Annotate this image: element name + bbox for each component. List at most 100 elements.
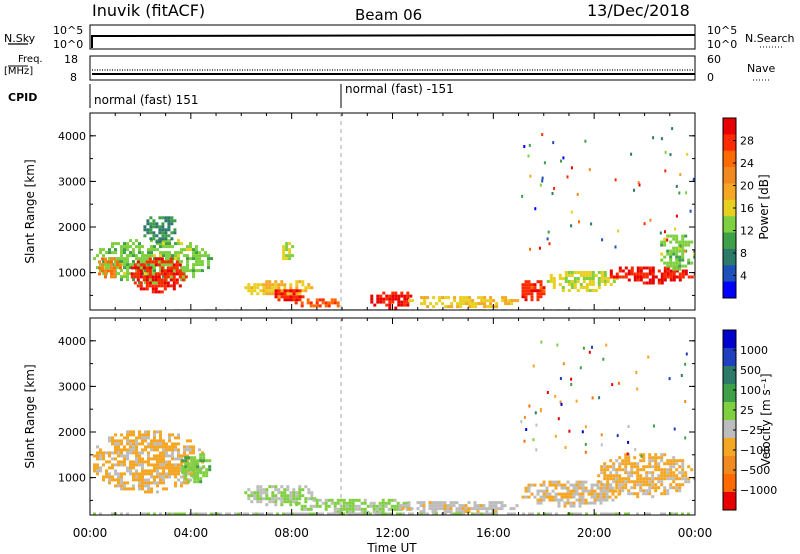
power-cell	[406, 291, 410, 295]
velocity-cell	[120, 433, 123, 437]
velocity-cell	[606, 465, 610, 469]
velocity-colorbar-frame	[722, 329, 737, 511]
velocity-cell	[593, 495, 597, 499]
velocity-cell	[354, 512, 357, 515]
velocity-cell	[461, 504, 465, 508]
velocity-cell	[165, 448, 168, 452]
power-cell	[615, 275, 619, 279]
velocity-cell	[354, 504, 358, 508]
velocity-cell	[105, 475, 108, 479]
power-cell	[453, 299, 457, 303]
velocity-cell	[202, 453, 206, 457]
velocity-cell	[186, 445, 189, 449]
velocity-cell	[432, 512, 435, 515]
power-cell	[501, 296, 505, 300]
velocity-cell	[434, 507, 438, 511]
velocity-cell	[144, 436, 147, 440]
power-cell	[129, 254, 132, 258]
velocity-cell	[135, 475, 138, 479]
power-cell	[567, 280, 571, 283]
velocity-cell	[168, 445, 171, 449]
power-cell	[675, 258, 679, 262]
power-cell	[660, 281, 664, 285]
velocity-cell	[159, 451, 162, 455]
velocity-cell	[669, 486, 673, 490]
power-cell	[164, 231, 168, 235]
power-cell	[420, 302, 424, 306]
velocity-cell	[159, 460, 162, 464]
velocity-scatter-point	[559, 400, 562, 404]
velocity-cell	[268, 500, 272, 504]
velocity-cell	[464, 504, 468, 508]
velocity-cell	[393, 507, 397, 511]
power-cell	[483, 305, 487, 309]
velocity-cell	[274, 488, 278, 492]
power-cell	[177, 242, 180, 246]
velocity-cell	[93, 512, 96, 515]
power-cell	[636, 266, 640, 270]
velocity-cell	[108, 475, 111, 479]
velocity-cell	[153, 475, 156, 479]
velocity-cell	[624, 462, 628, 466]
power-cell	[687, 275, 691, 279]
velocity-colorbar-tick-label: 500	[740, 364, 761, 377]
velocity-cell	[363, 501, 367, 505]
power-cell	[639, 275, 643, 279]
time-tick-label: 16:00	[476, 526, 511, 540]
velocity-cell	[159, 512, 162, 515]
power-cell	[403, 297, 407, 301]
velocity-cell	[162, 442, 165, 446]
power-cell	[295, 292, 299, 296]
power-cell	[678, 261, 682, 265]
power-cell	[135, 257, 138, 261]
velocity-cell	[342, 512, 345, 515]
power-cell	[576, 271, 580, 274]
power-cell	[306, 298, 310, 302]
velocity-cell	[474, 512, 477, 515]
velocity-cell	[657, 474, 661, 478]
power-cell	[159, 269, 162, 273]
power-cell	[167, 225, 171, 229]
velocity-cell	[372, 510, 376, 514]
velocity-cell	[636, 480, 640, 484]
velocity-cell	[636, 495, 640, 499]
velocity-cell	[621, 480, 625, 484]
velocity-cell	[330, 512, 333, 515]
velocity-cell	[390, 504, 394, 508]
velocity-cell	[488, 504, 492, 508]
velocity-cell	[618, 483, 622, 487]
velocity-cell	[585, 512, 588, 515]
velocity-cell	[219, 512, 222, 515]
velocity-cell	[141, 442, 144, 446]
velocity-cell	[660, 483, 664, 487]
velocity-cell	[315, 501, 319, 505]
velocity-cell	[581, 492, 585, 496]
velocity-cell	[428, 504, 432, 508]
velocity-cell	[193, 480, 197, 484]
power-cell	[158, 228, 162, 232]
velocity-cell	[330, 501, 334, 505]
velocity-cell	[600, 471, 604, 475]
velocity-cell	[345, 504, 349, 508]
power-scatter-point	[669, 153, 672, 157]
power-cell	[456, 305, 460, 309]
velocity-cell	[138, 475, 141, 479]
velocity-cell	[126, 439, 129, 443]
power-scatter-point	[649, 218, 652, 222]
velocity-blob-1	[181, 453, 212, 484]
velocity-cell	[575, 492, 579, 496]
power-cell	[666, 272, 670, 276]
velocity-cell	[177, 442, 180, 446]
power-scatter-point	[529, 247, 532, 251]
velocity-cell	[372, 504, 376, 508]
velocity-cell	[572, 501, 576, 505]
velocity-cell	[168, 475, 171, 479]
power-cell	[174, 257, 177, 261]
velocity-cell	[434, 501, 438, 505]
velocity-cell	[321, 501, 325, 505]
velocity-cell	[144, 439, 147, 443]
power-cell	[633, 272, 637, 276]
velocity-cell	[681, 462, 685, 466]
power-cell	[105, 266, 108, 270]
power-cell	[597, 286, 601, 289]
